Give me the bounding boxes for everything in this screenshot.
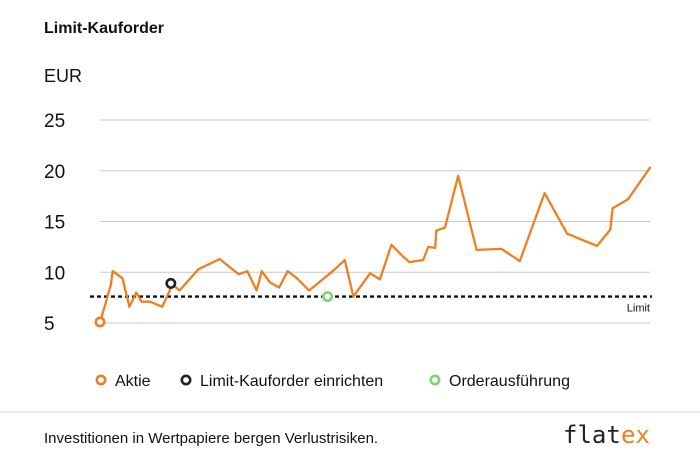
legend-swatch-1 bbox=[180, 374, 192, 386]
event-marker-1 bbox=[165, 277, 177, 289]
chart-title: Limit-Kauforder bbox=[44, 20, 164, 37]
legend-label-0: Aktie bbox=[115, 373, 151, 390]
logo-text-accent: ex bbox=[621, 421, 650, 449]
logo-text-main: flat bbox=[563, 421, 621, 449]
y-tick-label-5: 5 bbox=[44, 314, 55, 335]
legend-swatch-0 bbox=[95, 374, 107, 386]
legend-label-2: Orderausführung bbox=[449, 373, 570, 390]
y-tick-label-10: 10 bbox=[44, 263, 65, 284]
y-tick-label-25: 25 bbox=[44, 111, 65, 132]
y-tick-label-20: 20 bbox=[44, 162, 65, 183]
event-marker-0 bbox=[94, 316, 106, 328]
event-markers bbox=[94, 277, 333, 328]
legend-label-1: Limit-Kauforder einrichten bbox=[200, 373, 383, 390]
y-axis-unit-label: EUR bbox=[44, 66, 82, 86]
grid-lines bbox=[100, 119, 650, 324]
legend: Aktie Limit-Kauforder einrichten Orderausf… bbox=[95, 373, 570, 390]
series-layer bbox=[98, 166, 652, 324]
series-line-0 bbox=[98, 166, 652, 324]
y-tick-label-15: 15 bbox=[44, 213, 65, 234]
y-tick-labels: 5 10 15 20 25 bbox=[44, 111, 65, 335]
limit-label: Limit bbox=[627, 303, 650, 315]
legend-swatch-2 bbox=[429, 374, 441, 386]
footer-disclaimer: Investitionen in Wertpapiere bergen Verl… bbox=[44, 430, 378, 447]
event-marker-2 bbox=[321, 291, 333, 303]
flatex-logo: flat ex bbox=[563, 421, 650, 449]
